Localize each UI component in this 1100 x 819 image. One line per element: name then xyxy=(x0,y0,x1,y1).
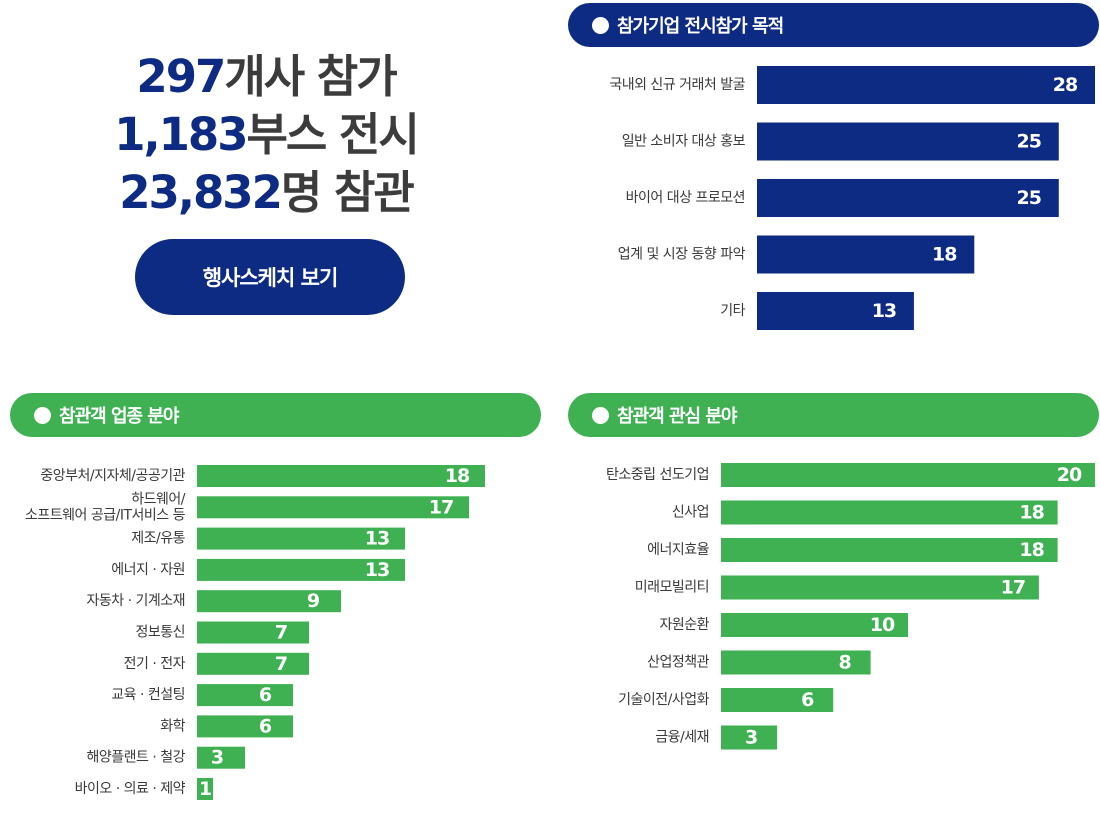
bar xyxy=(721,688,834,712)
bar-value-label: 18 xyxy=(445,465,470,487)
category-label: 금융/세재 xyxy=(655,730,709,746)
bar xyxy=(197,652,309,675)
bar xyxy=(721,500,1058,525)
bar-value-label: 25 xyxy=(1017,187,1041,209)
stat-visitors: 23,832명 참관 xyxy=(66,164,466,222)
category-label: 정보통신 xyxy=(135,625,185,641)
headline-stats: 297개사 참가 1,183부스 전시 23,832명 참관 xyxy=(66,48,466,222)
panel-title-visitor-industry: 참관객 업종 분야 xyxy=(59,406,179,427)
category-label: 하드웨어/ xyxy=(131,491,186,507)
bar xyxy=(721,725,778,750)
bar xyxy=(197,684,293,707)
category-label: 소프트웨어 공급/IT서비스 등 xyxy=(25,507,186,523)
category-label: 에너지효율 xyxy=(647,542,710,558)
stat-companies-number: 297 xyxy=(136,50,226,103)
bullet-dot-icon xyxy=(592,406,609,424)
bar xyxy=(197,527,405,550)
category-label: 자원순환 xyxy=(659,617,709,633)
bar xyxy=(197,465,485,487)
bar-value-label: 13 xyxy=(872,300,896,322)
bar-value-label: 18 xyxy=(1019,539,1044,561)
bar xyxy=(197,746,245,769)
bar-value-label: 3 xyxy=(745,727,757,749)
bar-value-label: 20 xyxy=(1057,464,1082,486)
bar-value-label: 1 xyxy=(199,778,211,800)
category-label: 일반 소비자 대상 홍보 xyxy=(622,134,746,150)
bar-value-label: 18 xyxy=(1019,502,1044,524)
category-label: 바이어 대상 프로모션 xyxy=(626,190,745,206)
panel-header-visitor-industry: 참관객 업종 분야 xyxy=(10,393,541,437)
category-label: 기술이전/사업화 xyxy=(618,692,709,708)
category-label: 신사업 xyxy=(672,505,709,521)
category-label: 산업정책관 xyxy=(647,655,710,671)
bar-value-label: 7 xyxy=(275,653,287,675)
bar-value-label: 18 xyxy=(932,244,957,266)
category-label: 미래모빌리티 xyxy=(635,580,709,596)
bullet-dot-icon xyxy=(592,16,609,34)
chart-exhibit-purpose: 28 국내외 신규 거래처 발굴 25 일반 소비자 대상 홍보 25 바이어 대상 프로… xyxy=(609,66,1095,330)
category-label: 자동차 · 기계소재 xyxy=(86,593,185,609)
bar-value-label: 8 xyxy=(838,652,851,674)
chart-visitor-interest: 20 탄소중립 선도기업 18 신사업 18 에너지효율 17 미래모빌리티 10 자원순환 8 산업… xyxy=(606,463,1095,750)
bar-value-label: 3 xyxy=(211,747,223,769)
stat-visitors-text: 명 참관 xyxy=(280,166,415,219)
bar xyxy=(197,778,213,800)
bar xyxy=(197,496,469,519)
bar xyxy=(757,235,975,274)
category-label: 업계 및 시장 동향 파악 xyxy=(618,247,746,263)
event-sketch-button[interactable]: 행사스케치 보기 xyxy=(135,239,405,315)
bar xyxy=(757,122,1059,161)
category-label: 제조/유통 xyxy=(131,531,185,547)
bar xyxy=(197,558,405,581)
category-label: 해양플랜트 · 철강 xyxy=(86,750,185,766)
bullet-dot-icon xyxy=(34,406,51,424)
category-label: 에너지 · 자원 xyxy=(111,562,185,578)
bar-value-label: 17 xyxy=(1001,577,1025,599)
bar-value-label: 13 xyxy=(365,528,389,550)
bar xyxy=(757,179,1059,217)
bar-value-label: 9 xyxy=(307,590,319,612)
stat-visitors-number: 23,832 xyxy=(119,166,283,219)
category-label: 교육 · 컨설팅 xyxy=(111,687,185,703)
bar xyxy=(197,715,293,738)
stat-companies: 297개사 참가 xyxy=(66,48,466,106)
bar-value-label: 17 xyxy=(429,496,453,518)
bar xyxy=(721,575,1039,600)
bar xyxy=(197,621,309,644)
bar-value-label: 28 xyxy=(1053,74,1078,96)
bar-value-label: 6 xyxy=(259,715,272,737)
stat-booths-number: 1,183 xyxy=(114,108,248,161)
category-label: 바이오 · 의료 · 제약 xyxy=(75,781,186,797)
panel-header-visitor-interest: 참관객 관심 분야 xyxy=(568,393,1099,437)
panel-header-exhibit-purpose: 참가기업 전시참가 목적 xyxy=(568,3,1099,47)
category-label: 화학 xyxy=(160,718,185,734)
bar-value-label: 7 xyxy=(275,622,287,644)
bar-value-label: 25 xyxy=(1017,131,1041,153)
bar-value-label: 6 xyxy=(801,689,814,711)
category-label: 국내외 신규 거래처 발굴 xyxy=(609,77,745,93)
bar xyxy=(757,292,914,330)
bar xyxy=(197,590,341,613)
stat-companies-text: 개사 참가 xyxy=(224,50,397,103)
category-label: 탄소중립 선도기업 xyxy=(606,467,709,483)
bar-value-label: 6 xyxy=(259,684,272,706)
category-label: 기타 xyxy=(720,303,745,319)
bar xyxy=(721,650,871,675)
panel-title-exhibit-purpose: 참가기업 전시참가 목적 xyxy=(617,16,784,37)
category-label: 중앙부처/지자체/공공기관 xyxy=(40,468,185,484)
bar-value-label: 13 xyxy=(365,559,389,581)
stat-booths: 1,183부스 전시 xyxy=(66,106,466,164)
bar xyxy=(721,613,908,637)
bar xyxy=(721,538,1058,562)
panel-title-visitor-interest: 참관객 관심 분야 xyxy=(617,406,737,427)
bar xyxy=(721,463,1095,487)
stat-booths-text: 부스 전시 xyxy=(246,108,420,161)
bar xyxy=(757,66,1095,104)
bar-value-label: 10 xyxy=(870,614,895,636)
category-label: 전기 · 전자 xyxy=(124,656,186,672)
